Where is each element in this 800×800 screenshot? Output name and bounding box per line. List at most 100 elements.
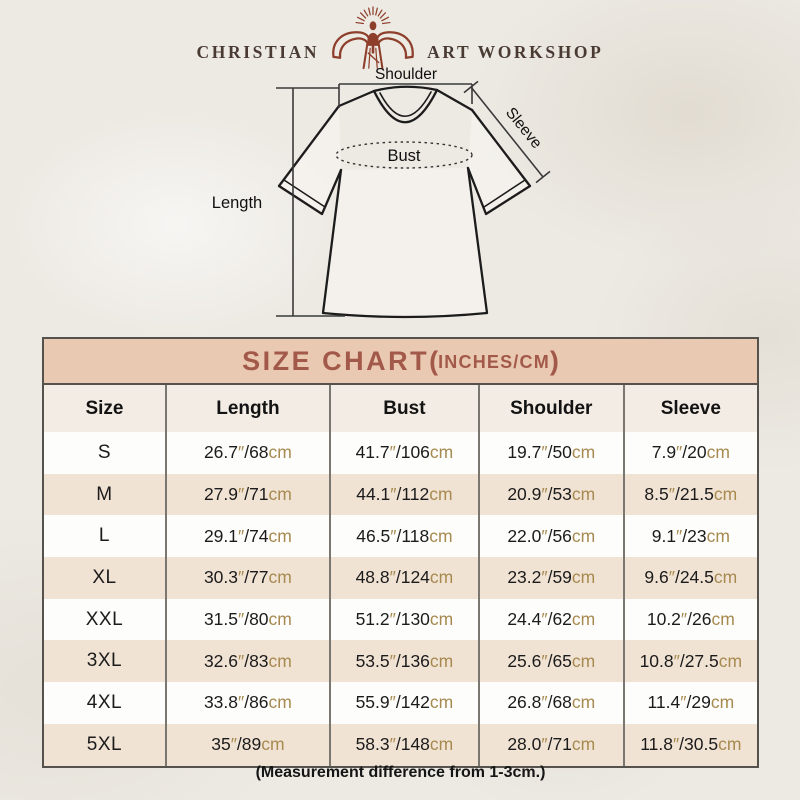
cm-value: 124 [400,567,430,588]
column-header-size: Size [44,385,166,432]
inches-value: 26.7 [203,442,238,463]
cm-unit: cm [706,442,730,463]
unit-separator: / [682,442,688,463]
cm-unit: cm [429,442,454,463]
inches-value: 28.0 [507,734,542,755]
unit-separator: / [244,442,250,463]
cm-unit: cm [429,734,454,755]
cm-unit: cm [268,567,292,588]
unit-separator: / [244,609,250,630]
table-row: 3XL 32.6″/83cm 53.5″/136cm 25.6″/65cm 10.8″/… [44,640,757,683]
unit-separator: / [547,609,553,630]
cm-unit: cm [706,525,730,546]
bust-measurement: 41.7″/106cm [328,432,479,474]
inch-mark: ″ [673,650,680,671]
column-header-shoulder: Shoulder [477,385,624,432]
inch-mark: ″ [389,692,396,713]
title-paren-open: ( [429,345,439,376]
cm-value: 30.5 [684,734,719,755]
size-label: 4XL [44,682,166,724]
cm-unit: cm [571,567,596,588]
cm-unit: cm [268,609,292,630]
inches-value: 23.2 [507,567,542,588]
size-label: L [44,515,166,558]
column-header-sleeve: Sleeve [622,385,757,432]
inch-mark: ″ [390,525,397,546]
inches-value: 30.3 [203,567,238,588]
inch-mark: ″ [668,567,675,588]
unit-separator: / [244,567,250,588]
cm-unit: cm [571,484,596,505]
shoulder-measurement: 22.0″/56cm [477,515,624,558]
unit-separator: / [547,525,553,546]
cm-value: 59 [552,567,572,588]
cm-unit: cm [713,484,738,505]
unit-separator: / [547,442,553,463]
size-label: XL [44,557,166,599]
shoulder-measurement: 26.8″/68cm [477,682,624,724]
inches-value: 27.9 [203,484,238,505]
inch-mark: ″ [389,734,396,755]
inches-value: 46.5 [356,525,391,546]
inch-mark: ″ [668,484,675,505]
inch-mark: ″ [390,484,397,505]
unit-separator: / [395,442,401,463]
bust-dotted-ellipse [335,141,473,169]
cm-value: 24.5 [679,567,714,588]
cm-value: 71 [552,734,572,755]
cm-unit: cm [261,734,285,755]
inches-value: 44.1 [356,484,391,505]
sleeve-measurement: 11.4″/29cm [622,682,757,724]
shoulder-measurement: 24.4″/62cm [477,598,624,641]
inch-mark: ″ [541,442,548,463]
cm-unit: cm [268,484,292,505]
title-sub: INCHES/CM [438,352,550,372]
inch-mark: ″ [680,692,687,713]
cm-value: 77 [249,567,269,588]
unit-separator: / [679,650,685,671]
cm-value: 74 [249,525,269,546]
cm-value: 29 [691,692,711,713]
size-chart-title: SIZE CHART(INCHES/CM) [44,339,757,385]
cm-unit: cm [710,692,735,713]
length-measurement: 29.1″/74cm [164,515,330,558]
inch-mark: ″ [541,525,548,546]
inches-value: 48.8 [355,567,390,588]
size-chart-table: SIZE CHART(INCHES/CM) Size Length Bust Shou… [42,337,759,768]
robe-icon [362,42,384,70]
title-main: SIZE CHART [242,345,430,376]
inch-mark: ″ [238,567,245,588]
inches-value: 53.5 [355,650,390,671]
inches-value: 7.9 [651,442,677,463]
unit-separator: / [396,525,402,546]
title-paren-close: ) [549,345,559,376]
sleeve-label: Sleeve [502,104,545,152]
table-row: M 27.9″/71cm 44.1″/112cm 20.9″/53cm 8.5″/21.… [44,473,757,516]
shoulder-measurement: 28.0″/71cm [477,723,624,766]
cm-unit: cm [571,609,596,630]
cm-unit: cm [571,525,596,546]
inch-mark: ″ [541,650,548,671]
shoulder-measurement: 19.7″/50cm [477,432,624,474]
column-header-bust: Bust [328,385,479,432]
cm-value: 26 [692,609,712,630]
inches-value: 10.2 [646,609,681,630]
bust-measurement: 58.3″/148cm [328,723,479,766]
inch-mark: ″ [238,442,245,463]
cm-value: 112 [401,484,430,505]
table-row: L 29.1″/74cm 46.5″/118cm 22.0″/56cm 9.1″/23c… [44,515,757,558]
sleeve-measurement: 9.6″/24.5cm [622,557,757,599]
cm-value: 68 [249,442,269,463]
inches-value: 55.9 [355,692,390,713]
inch-mark: ″ [389,650,396,671]
cm-unit: cm [571,650,596,671]
cm-value: 50 [552,442,572,463]
inch-mark: ″ [238,525,245,546]
cm-unit: cm [713,567,738,588]
measurement-lines [276,80,551,317]
inches-value: 22.0 [507,525,542,546]
inch-mark: ″ [238,484,245,505]
size-label: S [44,432,166,474]
table-row: 5XL 35″/89cm 58.3″/148cm 28.0″/71cm 11.8″/30… [44,723,757,766]
